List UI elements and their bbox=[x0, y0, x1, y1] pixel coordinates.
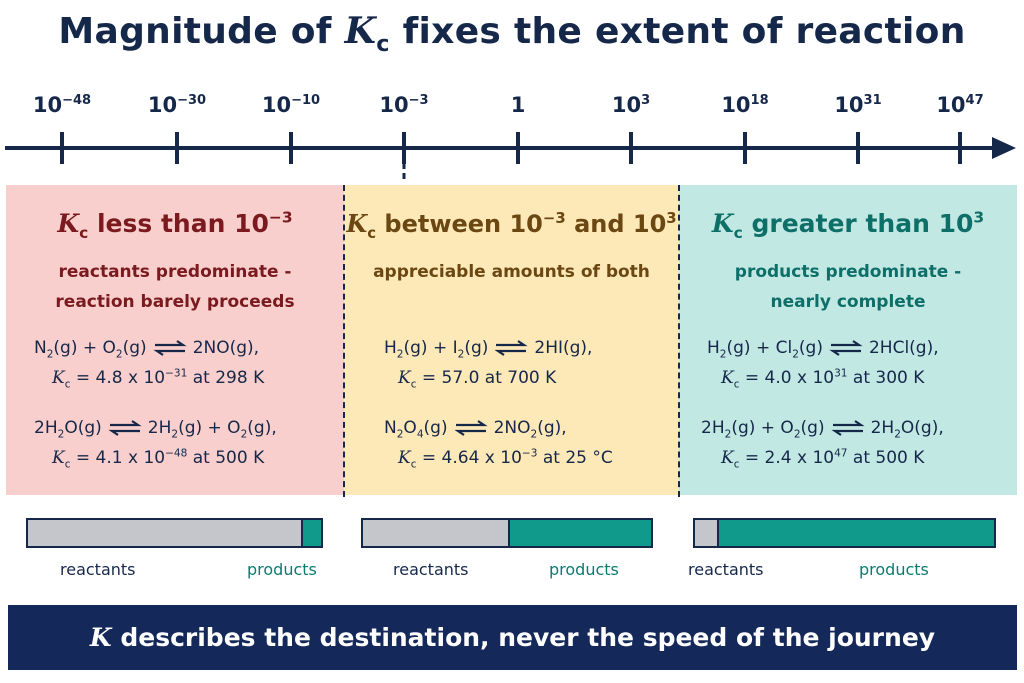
axis-tick-label: 1031 bbox=[834, 93, 882, 117]
reactants-label: reactants bbox=[688, 560, 764, 579]
products-fill bbox=[507, 520, 651, 546]
equation-h2-i2: H2(g) + I2(g) 2HI(g), Kc = 57.0 at 700 K bbox=[384, 338, 593, 391]
panel-medium-k: Kc between 10−3 and 103 appreciable amou… bbox=[344, 185, 679, 495]
panel-large-k-heading: Kc greater than 103 bbox=[711, 208, 985, 242]
products-label: products bbox=[859, 560, 929, 579]
axis-tick-label: 1 bbox=[510, 93, 526, 117]
axis-tick-label: 10−30 bbox=[147, 93, 207, 117]
equation-water-formation: 2H2(g) + O2(g) 2H2O(g), Kc = 2.4 x 1047 a… bbox=[701, 418, 944, 471]
footer-banner: K describes the destination, never the s… bbox=[8, 605, 1017, 670]
composition-bar-medium-k bbox=[361, 518, 653, 548]
k-symbol: K bbox=[344, 10, 377, 52]
products-label: products bbox=[247, 560, 317, 579]
panel-small-k: Kc less than 10−3 reactants predominate … bbox=[6, 185, 344, 495]
axis-tick-label: 10−3 bbox=[379, 93, 429, 117]
reactants-label: reactants bbox=[393, 560, 469, 579]
products-fill bbox=[716, 520, 994, 546]
axis-tick-label: 103 bbox=[611, 93, 651, 117]
equilibrium-arrows-icon bbox=[108, 420, 142, 436]
equation-n2-o2: N2(g) + O2(g) 2NO(g), Kc = 4.8 x 10−31 at… bbox=[34, 338, 265, 391]
equation-h2-cl2: H2(g) + Cl2(g) 2HCl(g), Kc = 4.0 x 1031 a… bbox=[707, 338, 939, 391]
panel-small-k-subtitle: reactants predominate - reaction barely p… bbox=[55, 262, 295, 312]
equation-water-decomposition: 2H2O(g) 2H2(g) + O2(g), Kc = 4.1 x 10−48 … bbox=[34, 418, 277, 471]
composition-bar-small-k bbox=[26, 518, 323, 548]
log-scale-axis bbox=[5, 132, 1016, 183]
axis-arrow-head bbox=[992, 137, 1016, 159]
axis-tick-label: 1018 bbox=[721, 93, 769, 117]
panel-large-k-subtitle: products predominate - nearly complete bbox=[734, 262, 962, 312]
products-fill bbox=[301, 520, 321, 546]
reactants-label: reactants bbox=[60, 560, 136, 579]
panel-medium-k-heading: Kc between 10−3 and 103 bbox=[346, 209, 677, 242]
axis-tick-label: 1047 bbox=[936, 93, 984, 117]
axis-tick-label: 10−48 bbox=[32, 93, 92, 117]
panel-small-k-heading: Kc less than 10−3 bbox=[57, 208, 293, 242]
equilibrium-arrows-icon bbox=[453, 420, 488, 436]
panel-medium-k-subtitle: appreciable amounts of both bbox=[373, 262, 650, 282]
equilibrium-arrows-icon bbox=[829, 340, 863, 356]
panel-divider bbox=[678, 185, 680, 497]
panel-large-k: Kc greater than 103 products predominate… bbox=[679, 185, 1017, 495]
products-label: products bbox=[549, 560, 619, 579]
equation-n2o4: N2O4(g) 2NO2(g), Kc = 4.64 x 10−3 at 25 °… bbox=[384, 418, 613, 471]
axis-tick-label: 10−10 bbox=[261, 93, 321, 117]
panel-divider bbox=[343, 185, 345, 497]
composition-bar-large-k bbox=[693, 518, 996, 548]
equilibrium-arrows-icon bbox=[494, 340, 529, 356]
equilibrium-arrows-icon bbox=[153, 340, 187, 356]
equilibrium-arrows-icon bbox=[830, 420, 865, 436]
page-title: Magnitude of Kc fixes the extent of reac… bbox=[58, 10, 966, 58]
